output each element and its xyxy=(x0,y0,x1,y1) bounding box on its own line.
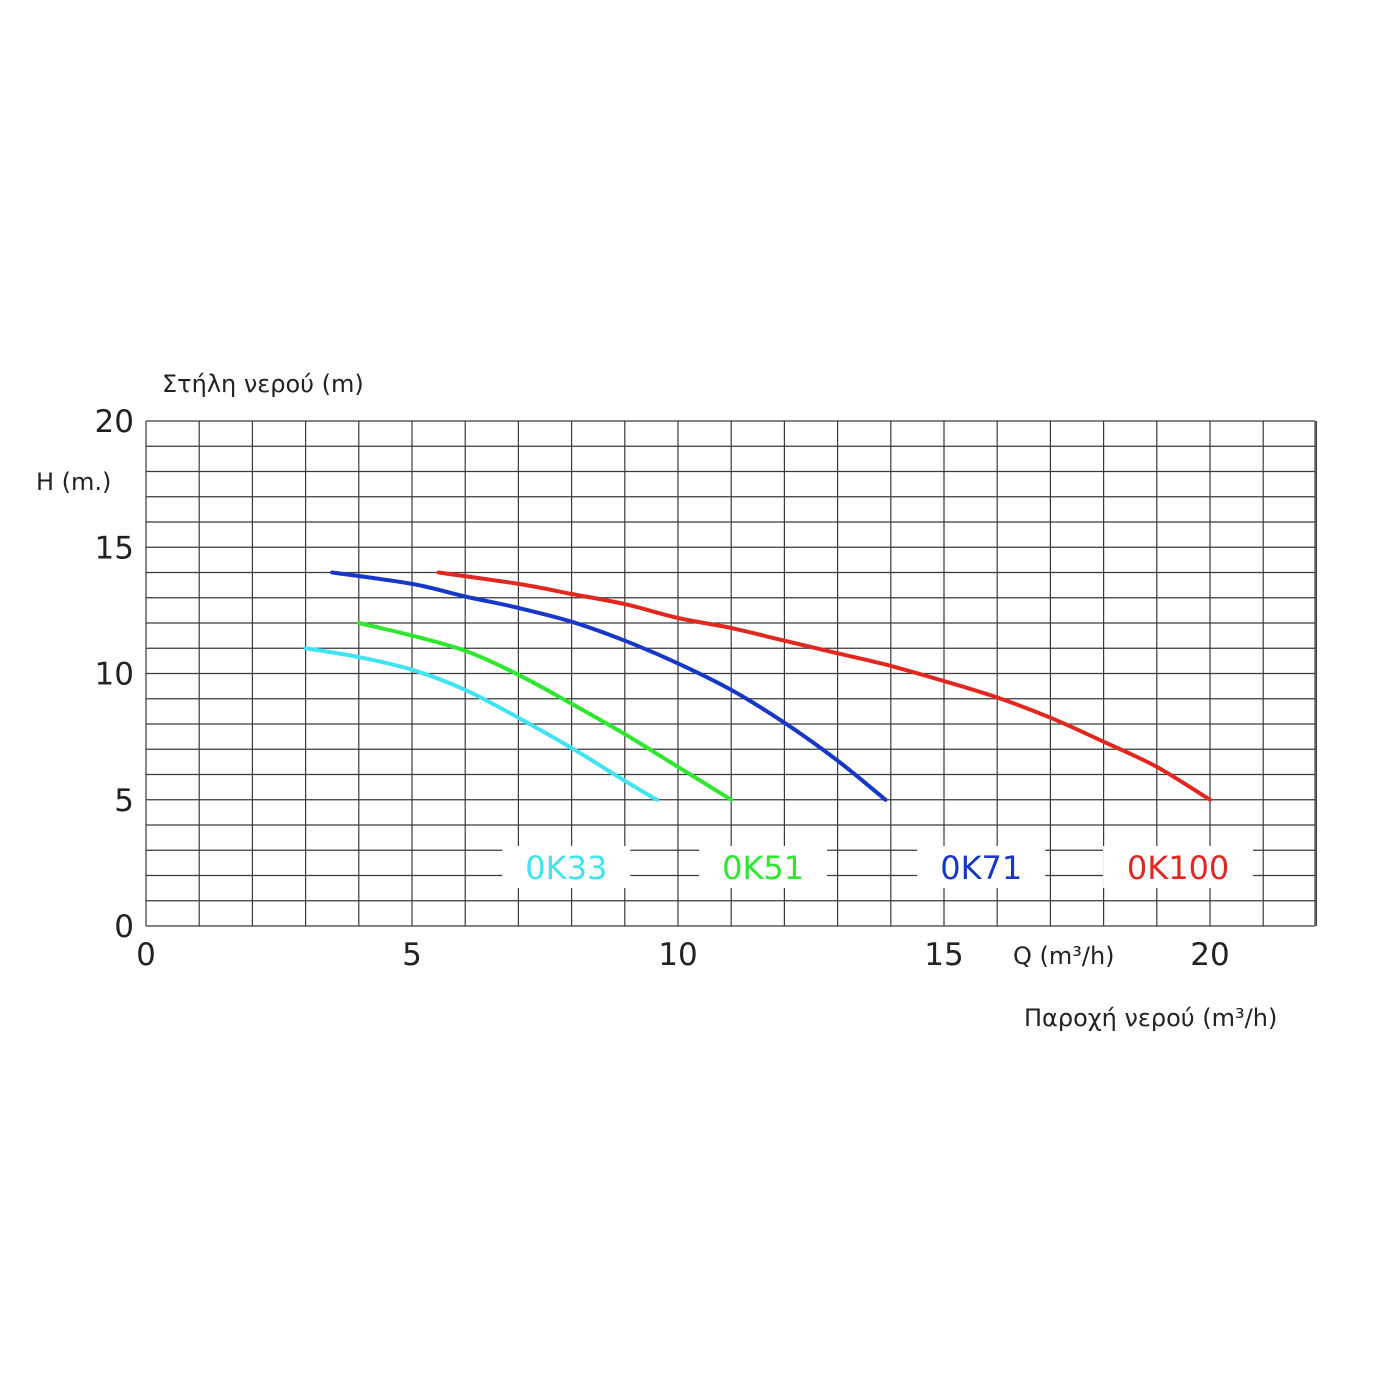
x-tick-label: 20 xyxy=(1190,937,1229,973)
y-tick-label: 15 xyxy=(95,530,134,566)
series-curves xyxy=(303,570,1212,802)
x-tick-label: 0 xyxy=(136,937,156,973)
grid xyxy=(145,420,1318,927)
x-axis-title: Παροχή νερού (m³/h) xyxy=(1024,1004,1277,1032)
series-line-0k71 xyxy=(330,570,888,802)
series-label-background xyxy=(1103,846,1254,888)
series-label-background xyxy=(917,846,1046,888)
series-label-0k71: 0K71 xyxy=(940,849,1022,887)
series-line-0k51 xyxy=(356,621,734,802)
series-label-0k100: 0K100 xyxy=(1127,849,1229,887)
x-tick-label: 15 xyxy=(924,937,963,973)
series-labels: 0K33 0K51 0K71 0K100 xyxy=(502,846,1254,888)
y-tick-label: 5 xyxy=(114,783,134,819)
y-axis-title: H (m.) xyxy=(36,468,111,496)
x-tick-label: 5 xyxy=(402,937,422,973)
y-axis-top-title: Στήλη νερού (m) xyxy=(162,370,364,398)
series-label-background xyxy=(502,846,631,888)
y-tick-label: 10 xyxy=(95,657,134,693)
series-label-background xyxy=(699,846,828,888)
x-tick-label: 10 xyxy=(658,937,697,973)
series-label-0k51: 0K51 xyxy=(722,849,804,887)
y-tick-label: 0 xyxy=(114,909,134,945)
y-tick-label: 20 xyxy=(95,404,134,440)
series-label-0k33: 0K33 xyxy=(525,849,607,887)
series-line-0k100 xyxy=(436,570,1212,802)
series-line-0k33 xyxy=(303,646,659,802)
x-axis-inline-title: Q (m³/h) xyxy=(1013,942,1115,970)
tick-labels: 0 5 10 15 20 0 5 10 15 20 xyxy=(95,404,1230,973)
